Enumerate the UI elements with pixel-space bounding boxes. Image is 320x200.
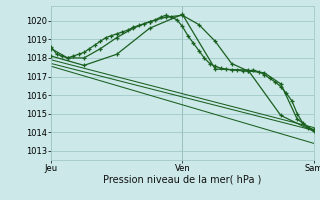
- X-axis label: Pression niveau de la mer( hPa ): Pression niveau de la mer( hPa ): [103, 175, 261, 185]
